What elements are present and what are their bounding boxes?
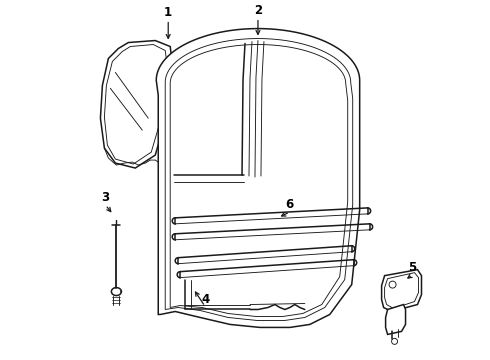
- Polygon shape: [386, 305, 406, 334]
- Polygon shape: [385, 273, 418, 309]
- Polygon shape: [104, 45, 167, 164]
- Circle shape: [389, 281, 396, 288]
- Polygon shape: [170, 45, 348, 316]
- Text: 1: 1: [164, 6, 172, 19]
- Circle shape: [392, 338, 397, 345]
- Text: 3: 3: [101, 192, 109, 204]
- Text: 5: 5: [408, 261, 416, 274]
- Polygon shape: [156, 28, 360, 328]
- Polygon shape: [165, 39, 353, 320]
- Text: 2: 2: [254, 4, 262, 17]
- Polygon shape: [382, 270, 421, 311]
- Text: 6: 6: [286, 198, 294, 211]
- Polygon shape: [100, 41, 172, 168]
- Text: 4: 4: [201, 293, 209, 306]
